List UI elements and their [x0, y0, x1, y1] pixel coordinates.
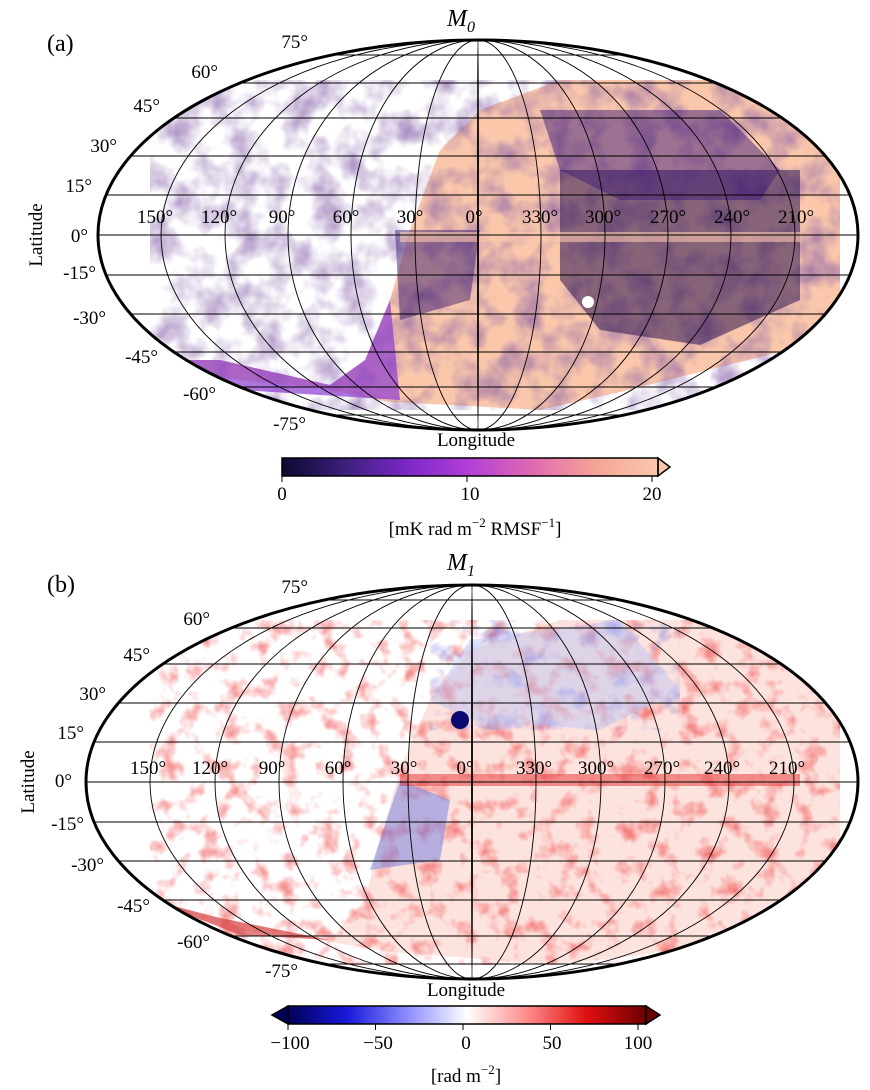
lon-tick-label: 30°: [391, 758, 418, 779]
panel-b-label: (b): [47, 572, 75, 598]
colorbar-b-tick-label: 0: [461, 1033, 471, 1054]
panel-a-ylabel: Latitude: [26, 203, 47, 266]
lon-tick-label: 330°: [522, 207, 558, 228]
lat-tick-label: 60°: [191, 62, 218, 83]
panel-b-map-boundary: [84, 583, 860, 981]
panel-b-lat-tick-labels: 75° 60° 45° 30° 15° 0° -15° -30° -45° -6…: [51, 577, 308, 982]
colorbar-b-fill: [288, 1006, 646, 1024]
lon-tick-label: 210°: [778, 207, 814, 228]
lat-tick-label: 0°: [55, 771, 72, 792]
lon-tick-label: 90°: [269, 207, 296, 228]
lat-tick-label: -45°: [125, 347, 158, 368]
lon-tick-label: 30°: [397, 207, 424, 228]
colorbar-a-tick-label: 0: [277, 484, 287, 505]
lat-tick-label: 30°: [90, 136, 117, 157]
panel-a-colorbar: 0 10 20 [mK rad m−2 RMSF−1]: [277, 456, 672, 540]
panel-a-xlabel: Longitude: [437, 430, 515, 451]
lon-tick-label: 270°: [650, 207, 686, 228]
lon-tick-label: 300°: [585, 207, 621, 228]
lon-tick-label: 120°: [192, 758, 228, 779]
panel-b-lon-tick-labels: 150° 120° 90° 60° 30° 0° 330° 300° 270° …: [130, 758, 805, 779]
lon-tick-label: 210°: [769, 758, 805, 779]
lon-tick-label: 60°: [325, 758, 352, 779]
lat-tick-label: 45°: [133, 96, 160, 117]
lon-tick-label: 300°: [578, 758, 614, 779]
panel-a-lat-tick-labels: 75° 60° 45° 30° 15° 0° -15° -30° -45° -6…: [63, 32, 308, 435]
lon-tick-label: 60°: [333, 207, 360, 228]
panel-b-colorbar: −100 −50 0 50 100 [rad m−2]: [270, 1004, 662, 1087]
colorbar-a-tick-label: 20: [643, 484, 662, 505]
lat-tick-label: -75°: [265, 961, 298, 982]
lat-tick-label: -15°: [51, 814, 84, 835]
lon-tick-label: 270°: [644, 758, 680, 779]
panel-a-label: (a): [47, 31, 74, 57]
lat-tick-label: 60°: [183, 609, 210, 630]
colorbar-b-extend-min: [270, 1004, 289, 1026]
lat-tick-label: 45°: [123, 645, 150, 666]
lat-tick-label: -75°: [273, 414, 306, 435]
colorbar-a-label: [mK rad m−2 RMSF−1]: [389, 515, 562, 540]
colorbar-b-tick-label: −50: [363, 1033, 393, 1054]
lon-tick-label: 240°: [714, 207, 750, 228]
panel-b-title: M1: [446, 550, 475, 580]
lat-tick-label: -30°: [71, 855, 104, 876]
panel-b-xlabel: Longitude: [427, 980, 505, 1001]
lat-tick-label: -45°: [117, 896, 150, 917]
lon-tick-label: 120°: [201, 207, 237, 228]
panel-a-map-boundary: [96, 38, 860, 432]
panel-a-map-data: [150, 80, 840, 410]
panel-a: (a) M0: [26, 6, 860, 540]
lat-tick-label: -15°: [63, 263, 96, 284]
colorbar-a-tick-label: 10: [461, 484, 480, 505]
lat-tick-label: 0°: [71, 226, 88, 247]
lon-tick-label: 330°: [516, 758, 552, 779]
colorbar-a-extend-max: [657, 456, 672, 478]
colorbar-b-extend-max: [645, 1004, 662, 1026]
panel-a-lon-tick-labels: 150° 120° 90° 60° 30° 0° 330° 300° 270° …: [137, 207, 814, 228]
lon-tick-label: 0°: [465, 207, 482, 228]
lat-tick-label: 75°: [281, 32, 308, 53]
lat-tick-label: 75°: [281, 577, 308, 598]
colorbar-a-fill: [282, 458, 658, 476]
lat-tick-label: 30°: [79, 684, 106, 705]
panel-b: (b) M1: [18, 550, 860, 1087]
lon-tick-label: 90°: [259, 758, 286, 779]
panel-b-ylabel: Latitude: [18, 750, 39, 813]
panel-a-title: M0: [446, 6, 475, 36]
lat-tick-label: -60°: [177, 932, 210, 953]
lon-tick-label: 150°: [137, 207, 173, 228]
lat-tick-label: 15°: [57, 723, 84, 744]
panel-b-map-data: [150, 620, 840, 965]
colorbar-b-label: [rad m−2]: [431, 1062, 501, 1087]
lon-tick-label: 150°: [130, 758, 166, 779]
lat-tick-label: -60°: [183, 384, 216, 405]
lon-tick-label: 0°: [456, 758, 473, 779]
colorbar-b-tick-label: 50: [543, 1033, 562, 1054]
lat-tick-label: 15°: [65, 176, 92, 197]
colorbar-b-tick-label: 100: [624, 1033, 653, 1054]
lon-tick-label: 240°: [704, 758, 740, 779]
lat-tick-label: -30°: [73, 308, 106, 329]
colorbar-b-tick-label: −100: [270, 1033, 309, 1054]
